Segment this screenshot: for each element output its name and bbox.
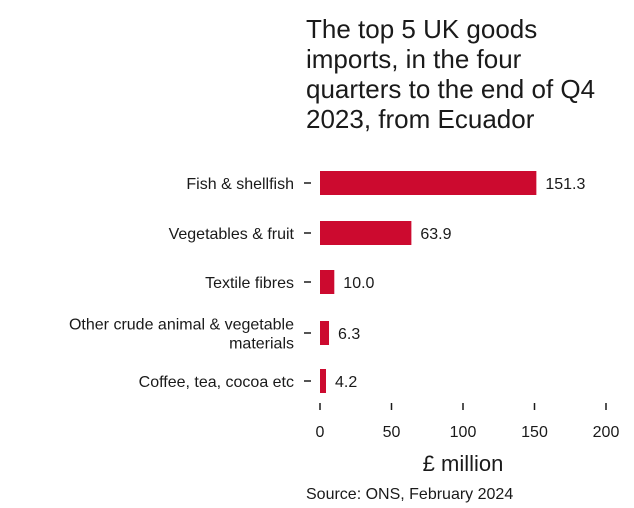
bar (320, 221, 412, 245)
category-label: materials (229, 336, 294, 353)
x-tick-label: 50 (383, 424, 401, 441)
x-tick-label: 150 (521, 424, 548, 441)
chart-title: The top 5 UK goods imports, in the four … (306, 14, 606, 134)
chart-title-line: 2023, from Ecuador (306, 104, 535, 134)
x-tick-label: 0 (316, 424, 325, 441)
data-label: 4.2 (335, 374, 357, 391)
data-label: 63.9 (420, 226, 451, 243)
x-tick-label: 100 (450, 424, 477, 441)
chart-title-line: imports, in the four (306, 44, 522, 74)
data-label: 151.3 (545, 176, 585, 193)
source-note: Source: ONS, February 2024 (306, 486, 514, 503)
chart-title-line: quarters to the end of Q4 (306, 74, 596, 104)
bar (320, 171, 537, 195)
bar (320, 270, 335, 294)
category-label: Vegetables & fruit (169, 226, 295, 243)
data-label: 10.0 (343, 275, 374, 292)
category-label: Textile fibres (205, 275, 294, 292)
bar (320, 321, 330, 345)
data-label: 6.3 (338, 326, 360, 343)
category-label: Coffee, tea, cocoa etc (139, 374, 294, 391)
bar (320, 369, 327, 393)
x-axis-title: £ million (423, 451, 504, 476)
category-label: Other crude animal & vegetable (69, 317, 294, 334)
category-label: Fish & shellfish (186, 176, 294, 193)
chart-title-line: The top 5 UK goods (306, 14, 538, 44)
x-tick-label: 200 (593, 424, 620, 441)
